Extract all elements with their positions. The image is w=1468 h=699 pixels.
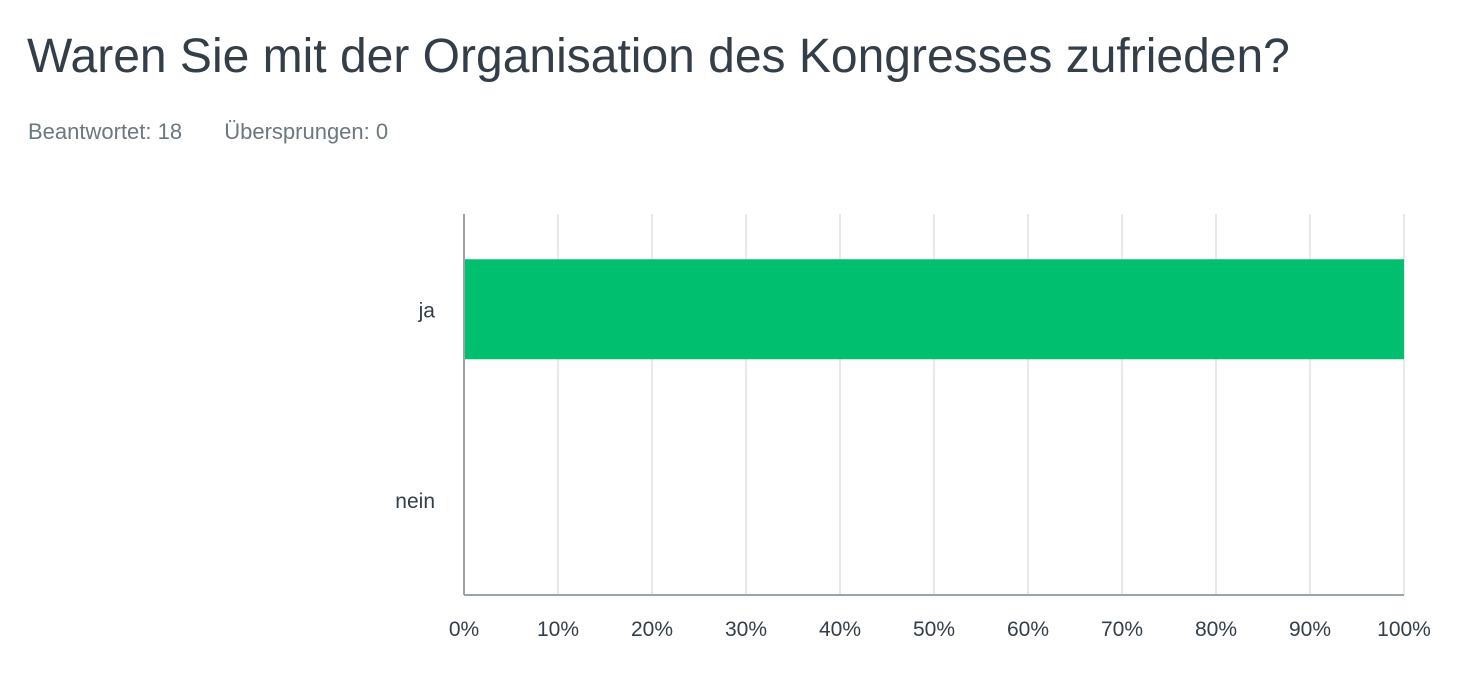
x-tick-label: 20% [631,618,673,641]
x-tick-label: 90% [1289,618,1331,641]
x-tick-label: 70% [1101,618,1143,641]
x-tick-label: 30% [725,618,767,641]
labels: 0% 10% 20% 30% 40% 50% 60% 70% 80% 90% 100% ja nein [395,299,1431,641]
skipped-count: Übersprungen: 0 [224,119,389,144]
x-tick-label: 80% [1195,618,1237,641]
bar-ja[interactable] [465,259,1404,360]
x-tick-label: 60% [1007,618,1049,641]
bars [465,259,1404,360]
category-label-nein: nein [395,490,435,513]
x-tick-label: 0% [449,618,479,641]
x-tick-label: 10% [537,618,579,641]
question-title: Waren Sie mit der Organisation des Kongr… [27,30,1290,83]
answered-count: Beantwortet: 18 [28,119,183,144]
category-label-ja: ja [418,299,436,322]
x-tick-label: 100% [1377,618,1431,641]
axes [463,214,1404,596]
x-tick-label: 40% [819,618,861,641]
response-stats: Beantwortet: 18 Übersprungen: 0 [28,119,388,145]
x-tick-label: 50% [913,618,955,641]
